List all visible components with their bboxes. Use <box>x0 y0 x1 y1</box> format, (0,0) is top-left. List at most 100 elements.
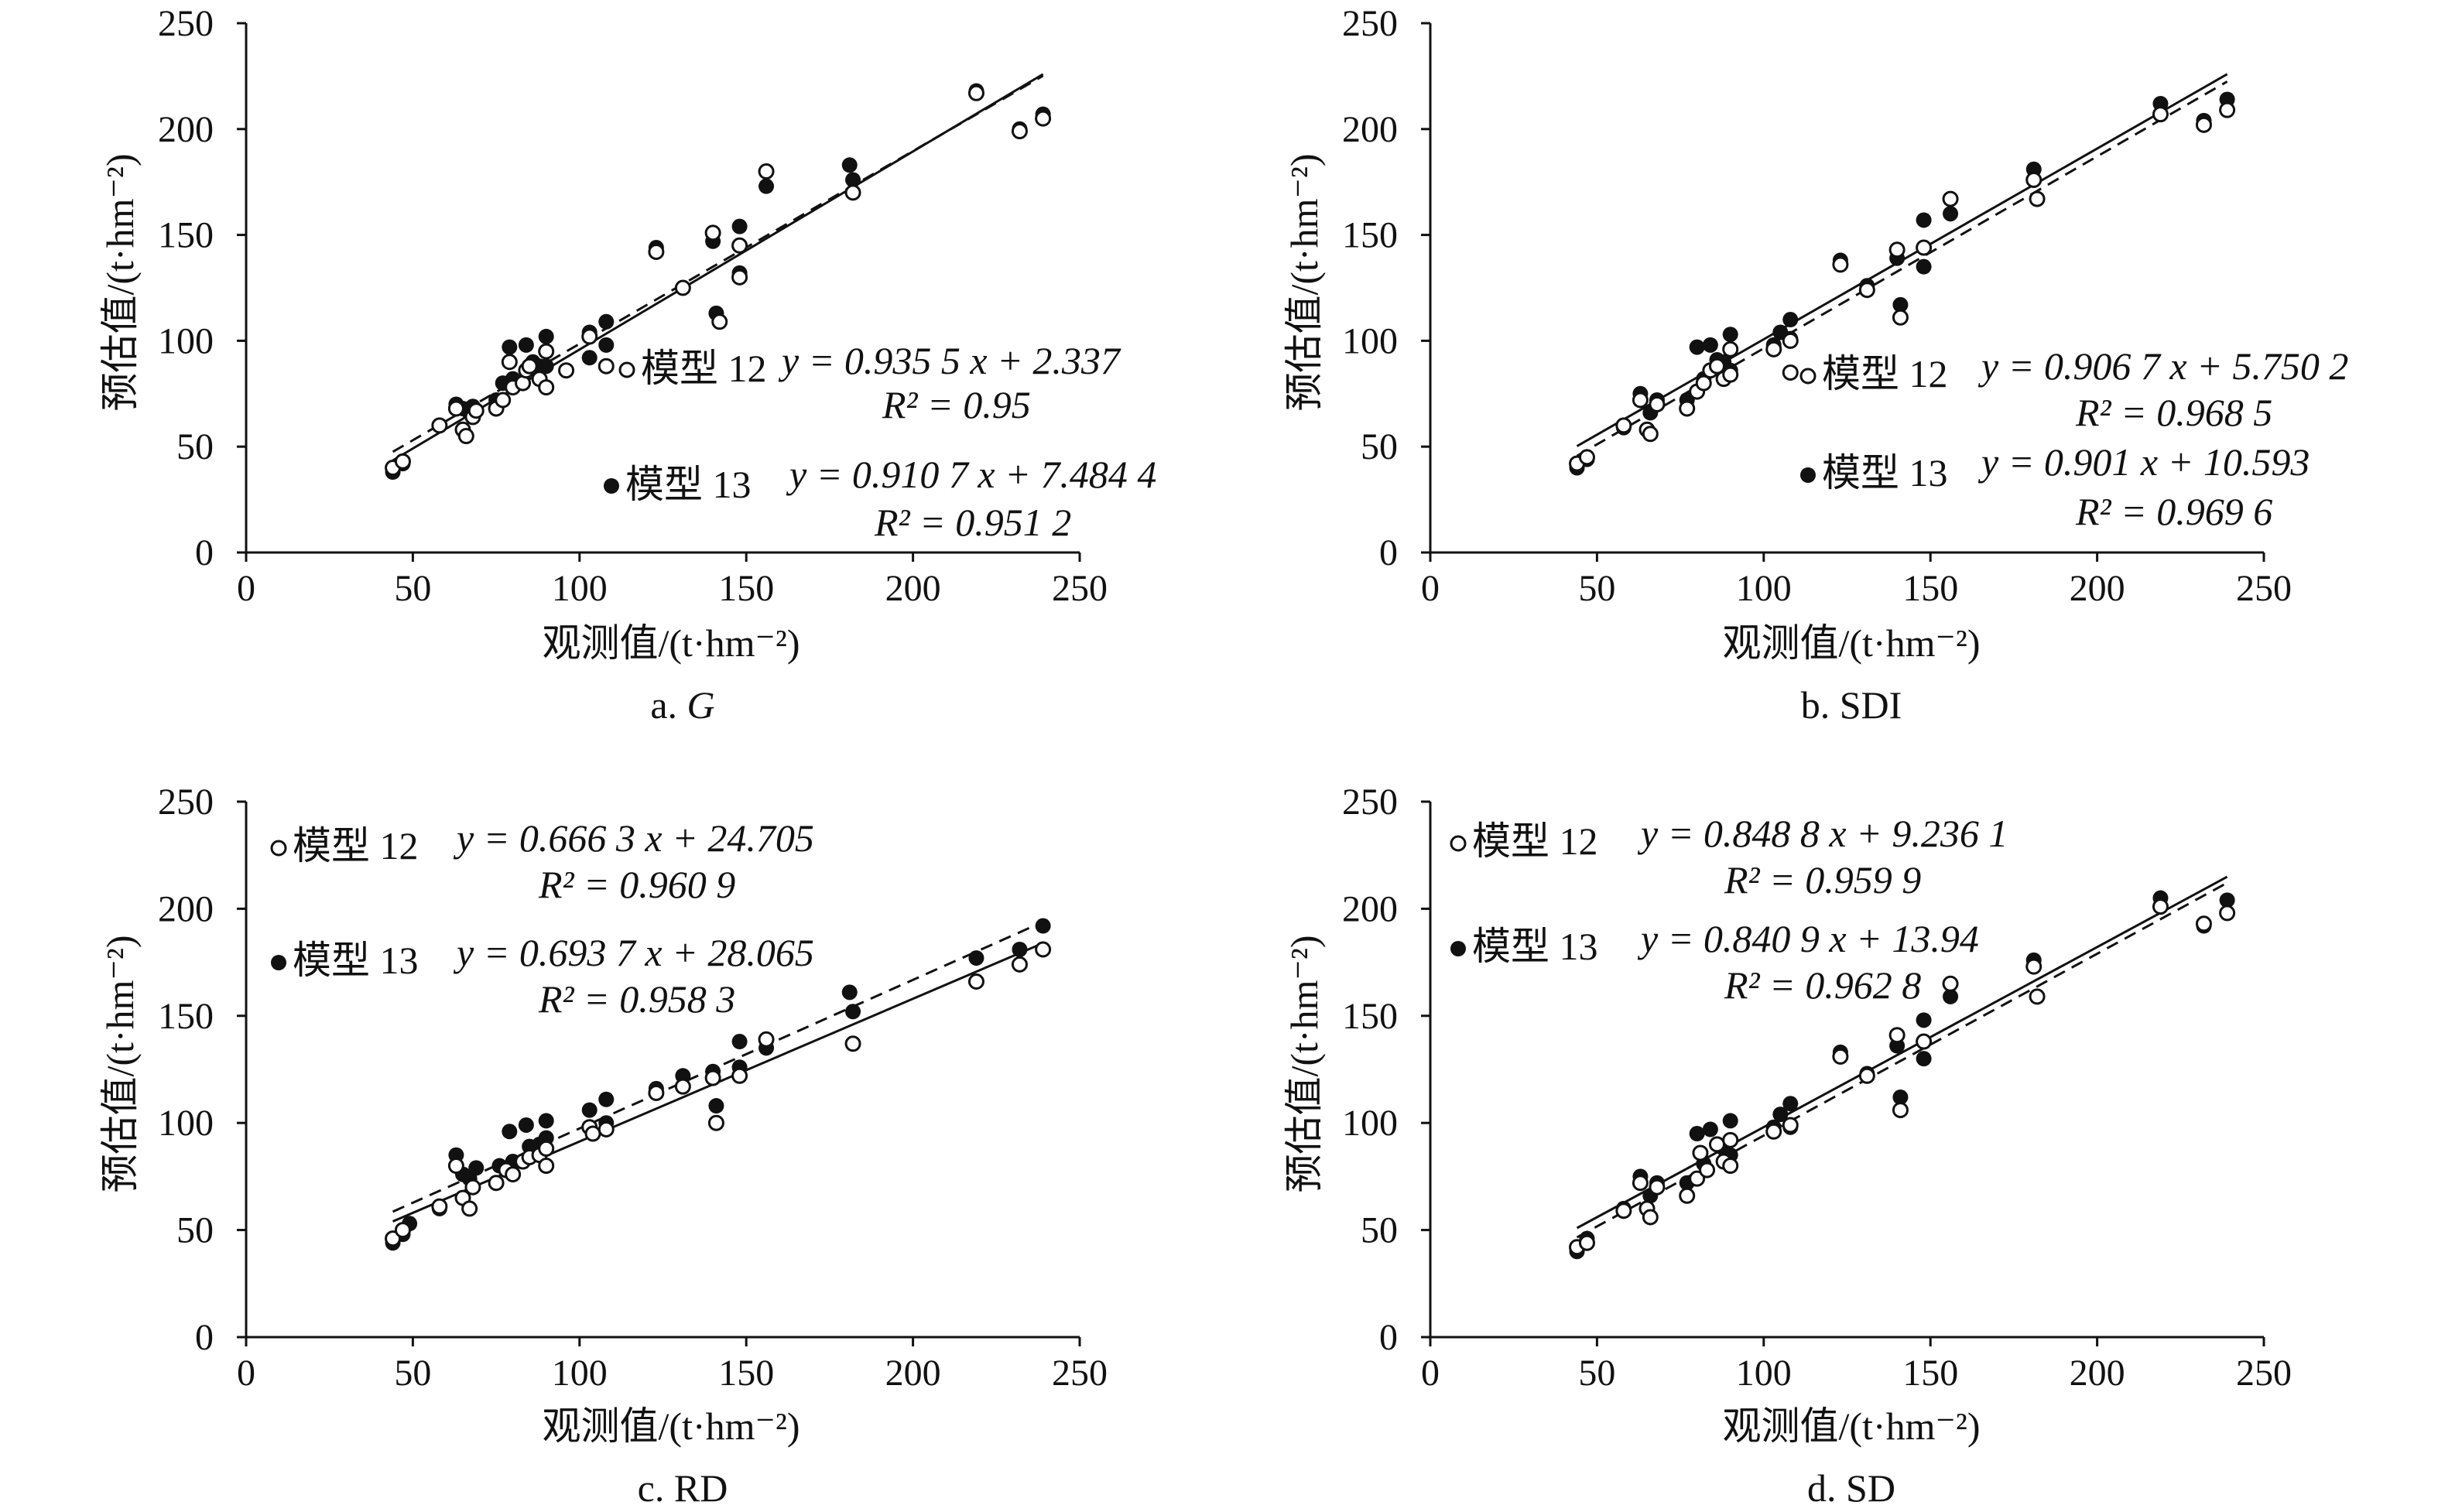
point-model-13 <box>581 350 598 366</box>
point-model-12 <box>2219 905 2236 922</box>
point-model-12 <box>2195 915 2212 932</box>
legend-filled-marker <box>1450 941 1466 956</box>
point-model-12 <box>1722 340 1739 357</box>
point-model-12 <box>1035 110 1052 127</box>
x-tick-label: 100 <box>1736 1353 1792 1394</box>
point-model-13 <box>1782 312 1799 328</box>
y-tick-label: 100 <box>158 1103 214 1144</box>
plot-area: 0 50 100 150 200 250 0 50 100 150 200 250 <box>1342 782 2292 1394</box>
y-tick-label: 100 <box>1342 320 1398 361</box>
point-model-13 <box>1012 941 1028 957</box>
panel-caption: b. SDI <box>1801 683 1902 727</box>
point-model-12 <box>505 1166 522 1183</box>
point-model-12 <box>674 279 691 296</box>
point-model-12 <box>538 1140 555 1157</box>
legend-label: 模型 12 <box>293 824 419 867</box>
caption-prefix: d. <box>1807 1466 1837 1510</box>
legend-label: 模型 13 <box>293 939 419 982</box>
point-model-12 <box>1035 941 1052 958</box>
x-tick-label: 200 <box>885 568 941 609</box>
y-tick-label: 200 <box>1342 888 1398 929</box>
point-model-12 <box>731 237 748 254</box>
legend-model-12: 模型 12 y = 0.906 7 x + 5.750 2 R² = 0.968… <box>1799 344 2348 434</box>
y-tick-label: 50 <box>1361 426 1398 467</box>
point-model-12 <box>581 328 598 345</box>
legend-equation: y = 0.693 7 x + 28.065 <box>453 931 814 974</box>
point-model-12 <box>1642 1209 1659 1226</box>
y-tick-label: 150 <box>158 996 214 1037</box>
y-tick-label: 200 <box>158 109 214 150</box>
point-model-13 <box>1916 258 1932 275</box>
y-axis-label: 预估值/(t·hm⁻²) <box>98 935 142 1192</box>
panel-caption: c. RD <box>638 1466 728 1510</box>
x-tick-label: 50 <box>1578 568 1615 609</box>
legend-open-marker <box>1450 835 1467 852</box>
x-tick-label: 0 <box>1421 1353 1440 1394</box>
point-model-12 <box>2029 190 2046 207</box>
panel-caption: d. SD <box>1807 1466 1895 1510</box>
point-model-13 <box>1916 1012 1932 1028</box>
point-model-12 <box>1578 1234 1595 1251</box>
y-tick-label: 200 <box>1342 109 1398 150</box>
x-tick-label: 100 <box>1736 568 1792 609</box>
fit-line-model-13 <box>392 921 1044 1213</box>
x-tick-label: 200 <box>2070 568 2125 609</box>
point-model-13 <box>758 178 775 194</box>
point-model-12 <box>1615 1202 1632 1220</box>
point-model-13 <box>468 1160 485 1176</box>
fit-line-model-13 <box>1576 875 2228 1230</box>
point-model-13 <box>538 1113 554 1129</box>
x-tick-label: 0 <box>237 1353 255 1394</box>
caption-prefix: c. <box>638 1466 665 1510</box>
point-model-13 <box>731 1034 748 1050</box>
y-tick-label: 150 <box>1342 996 1398 1037</box>
y-tick-label: 50 <box>176 426 214 467</box>
point-model-12 <box>431 1198 448 1215</box>
point-model-13 <box>708 1098 724 1114</box>
point-model-12 <box>431 417 448 434</box>
point-model-12 <box>844 1035 861 1052</box>
x-tick-label: 100 <box>552 568 608 609</box>
point-model-12 <box>967 973 984 990</box>
point-model-12 <box>1642 426 1659 443</box>
point-model-12 <box>2029 988 2046 1005</box>
point-model-12 <box>1632 1175 1649 1192</box>
point-model-12 <box>648 243 665 260</box>
point-model-12 <box>2025 171 2043 188</box>
point-model-13 <box>598 1091 615 1107</box>
panel-b: 0 50 100 150 200 250 0 50 100 150 200 250 观测值/(t·hm… <box>1282 3 2348 727</box>
point-model-13 <box>518 1117 534 1133</box>
y-axis-label: 预估值/(t·hm⁻²) <box>98 153 142 411</box>
legend-equation: y = 0.840 9 x + 13.94 <box>1637 917 1979 960</box>
point-model-13 <box>1782 1096 1799 1112</box>
y-tick-label: 150 <box>1342 215 1398 256</box>
y-tick-label: 100 <box>1342 1103 1398 1144</box>
y-axis-label: 预估值/(t·hm⁻²) <box>1282 935 1326 1192</box>
legend-open-marker <box>1799 368 1817 385</box>
legend-r2: R² = 0.959 9 <box>1724 858 1921 901</box>
point-model-12 <box>758 163 775 180</box>
point-model-13 <box>1916 212 1932 228</box>
x-tick-label: 250 <box>1052 1353 1108 1394</box>
x-tick-label: 0 <box>1421 568 1440 609</box>
point-model-12 <box>731 1067 748 1084</box>
x-tick-label: 0 <box>237 568 255 609</box>
point-model-12 <box>1892 309 1909 326</box>
y-tick-label: 0 <box>195 532 214 573</box>
point-model-12 <box>538 343 555 360</box>
point-model-12 <box>501 354 518 371</box>
point-model-13 <box>518 337 534 353</box>
point-model-12 <box>1942 975 1959 992</box>
point-model-12 <box>1722 1131 1739 1148</box>
point-model-13 <box>1916 1051 1932 1067</box>
x-tick-label: 150 <box>1902 568 1958 609</box>
point-model-12 <box>1942 190 1959 207</box>
point-model-12 <box>1858 1067 1875 1084</box>
point-model-12 <box>598 357 615 375</box>
point-model-13 <box>1689 339 1705 355</box>
y-tick-label: 0 <box>1379 532 1398 573</box>
point-model-13 <box>502 1124 518 1140</box>
point-model-13 <box>502 339 518 355</box>
point-model-12 <box>1011 123 1028 140</box>
legend-label: 模型 12 <box>1472 819 1598 863</box>
